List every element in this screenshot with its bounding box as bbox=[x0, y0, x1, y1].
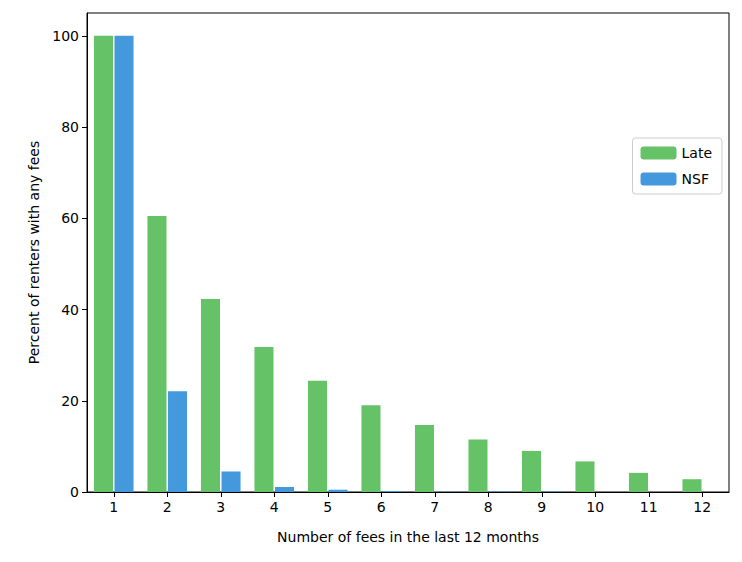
svg-text:Late: Late bbox=[682, 145, 712, 161]
svg-text:NSF: NSF bbox=[682, 171, 709, 187]
svg-text:5: 5 bbox=[323, 499, 332, 515]
svg-text:4: 4 bbox=[270, 499, 279, 515]
svg-text:11: 11 bbox=[640, 499, 658, 515]
svg-text:8: 8 bbox=[484, 499, 493, 515]
svg-text:6: 6 bbox=[377, 499, 386, 515]
svg-text:80: 80 bbox=[61, 119, 79, 135]
svg-text:100: 100 bbox=[52, 28, 79, 44]
svg-text:60: 60 bbox=[61, 210, 79, 226]
svg-text:10: 10 bbox=[586, 499, 604, 515]
svg-text:1: 1 bbox=[109, 499, 118, 515]
svg-text:7: 7 bbox=[430, 499, 439, 515]
svg-text:12: 12 bbox=[693, 499, 711, 515]
svg-text:20: 20 bbox=[61, 393, 79, 409]
svg-text:9: 9 bbox=[537, 499, 546, 515]
svg-text:0: 0 bbox=[70, 484, 79, 500]
svg-text:3: 3 bbox=[216, 499, 225, 515]
svg-text:40: 40 bbox=[61, 302, 79, 318]
svg-text:Percent of renters with any fe: Percent of renters with any fees bbox=[26, 141, 42, 364]
svg-text:2: 2 bbox=[163, 499, 172, 515]
svg-text:Number of fees in the last 12: Number of fees in the last 12 months bbox=[277, 529, 539, 545]
